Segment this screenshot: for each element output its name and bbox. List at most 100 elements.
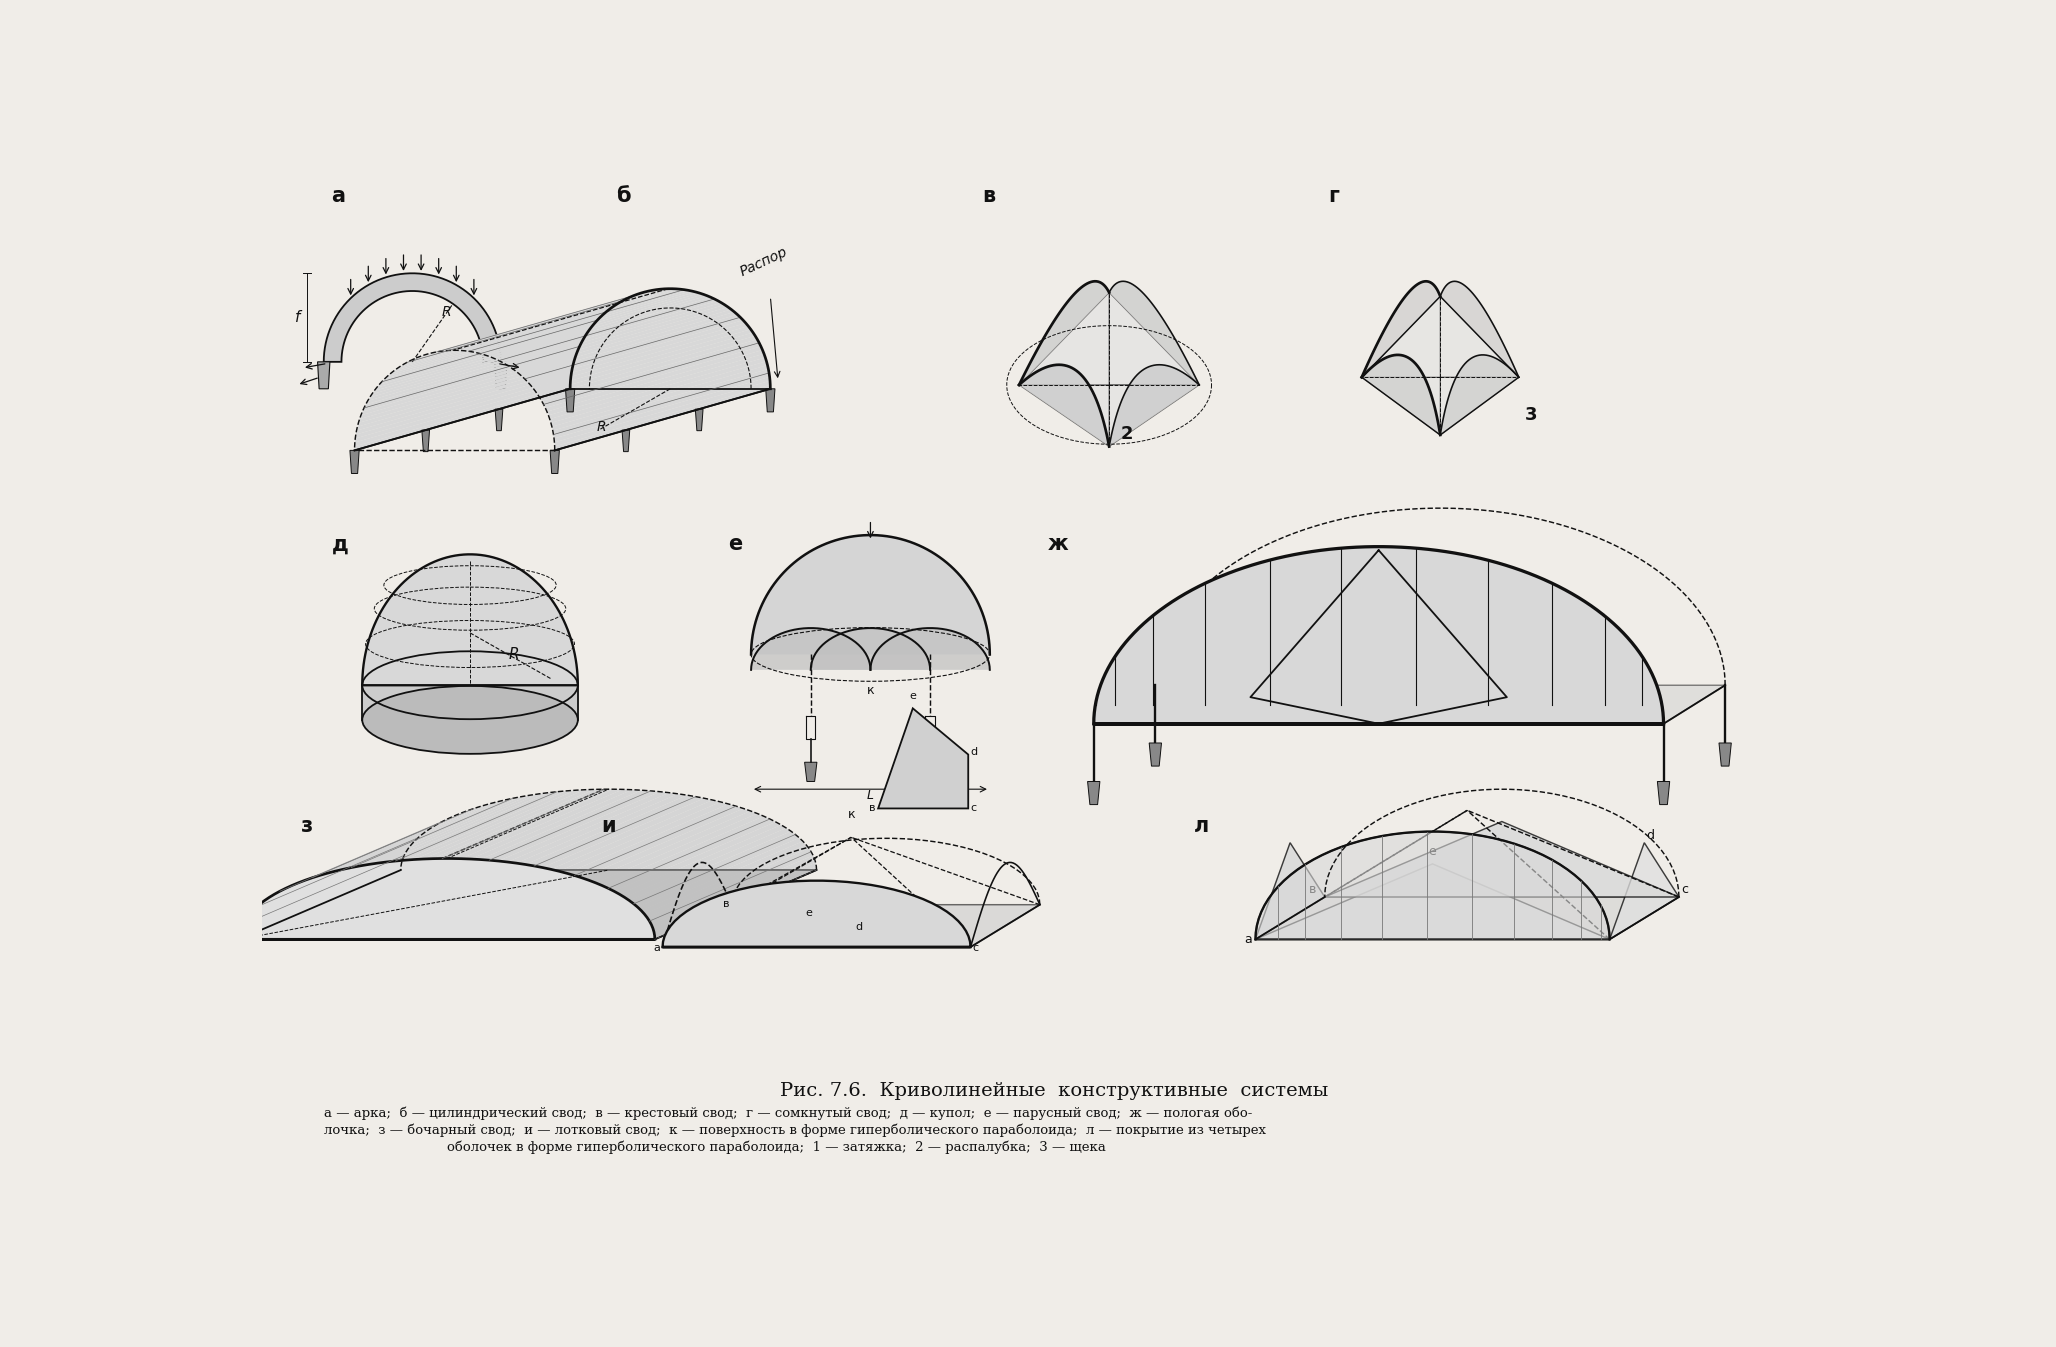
Polygon shape <box>551 800 722 872</box>
Polygon shape <box>366 339 584 404</box>
Polygon shape <box>522 315 740 379</box>
Polygon shape <box>403 300 623 365</box>
Polygon shape <box>335 800 504 872</box>
Polygon shape <box>644 845 808 917</box>
Polygon shape <box>426 292 646 354</box>
Polygon shape <box>553 373 769 439</box>
Polygon shape <box>440 290 660 352</box>
Polygon shape <box>253 838 417 911</box>
Polygon shape <box>662 905 1040 947</box>
Polygon shape <box>327 801 498 873</box>
Polygon shape <box>265 828 432 901</box>
Polygon shape <box>1256 843 1324 939</box>
Text: лочка;  з — бочарный свод;  и — лотковый свод;  к — поверхность в форме гипербол: лочка; з — бочарный свод; и — лотковый с… <box>323 1123 1266 1137</box>
Text: R: R <box>508 647 520 663</box>
Text: е: е <box>728 535 742 555</box>
Polygon shape <box>539 335 757 401</box>
Polygon shape <box>384 315 602 379</box>
Polygon shape <box>249 842 415 915</box>
Polygon shape <box>304 808 473 880</box>
Polygon shape <box>555 385 771 450</box>
Polygon shape <box>280 819 448 892</box>
Polygon shape <box>582 808 750 880</box>
Polygon shape <box>1108 282 1199 385</box>
Text: в: в <box>722 898 730 909</box>
Polygon shape <box>354 385 570 450</box>
Polygon shape <box>358 361 574 427</box>
Polygon shape <box>1324 822 1680 897</box>
Polygon shape <box>356 365 574 431</box>
Text: L: L <box>868 789 874 803</box>
Polygon shape <box>243 851 407 924</box>
Polygon shape <box>378 321 598 385</box>
Polygon shape <box>238 870 816 939</box>
Polygon shape <box>407 299 625 362</box>
Polygon shape <box>1719 744 1731 766</box>
Polygon shape <box>413 296 633 358</box>
Polygon shape <box>662 881 970 947</box>
Text: e: e <box>909 691 915 700</box>
Text: f: f <box>294 310 300 325</box>
Polygon shape <box>641 842 806 915</box>
Polygon shape <box>483 294 703 356</box>
Polygon shape <box>261 831 426 904</box>
Polygon shape <box>1361 296 1441 377</box>
Polygon shape <box>654 866 816 939</box>
Polygon shape <box>500 299 718 362</box>
Polygon shape <box>551 365 769 431</box>
Polygon shape <box>870 628 989 669</box>
Text: a: a <box>654 943 660 952</box>
Polygon shape <box>516 310 734 373</box>
Polygon shape <box>238 862 401 936</box>
Ellipse shape <box>362 686 578 754</box>
Polygon shape <box>543 799 713 869</box>
Polygon shape <box>444 288 664 350</box>
Polygon shape <box>1094 547 1663 723</box>
Polygon shape <box>382 318 600 381</box>
Polygon shape <box>528 321 746 385</box>
Polygon shape <box>1256 897 1680 939</box>
Polygon shape <box>623 430 629 451</box>
Polygon shape <box>695 409 703 431</box>
Polygon shape <box>518 313 738 376</box>
Polygon shape <box>502 300 722 365</box>
Polygon shape <box>286 816 454 888</box>
Polygon shape <box>555 381 771 446</box>
Polygon shape <box>245 849 409 921</box>
Text: в: в <box>1310 884 1316 896</box>
Polygon shape <box>461 789 633 859</box>
Polygon shape <box>448 288 668 350</box>
Polygon shape <box>652 855 814 928</box>
Polygon shape <box>397 304 615 369</box>
Polygon shape <box>1657 781 1669 804</box>
Polygon shape <box>1020 282 1108 385</box>
Text: л: л <box>1195 815 1209 835</box>
Polygon shape <box>298 811 467 882</box>
Polygon shape <box>810 628 929 669</box>
Polygon shape <box>553 369 769 435</box>
Polygon shape <box>343 799 514 869</box>
Polygon shape <box>473 291 693 353</box>
Polygon shape <box>495 362 508 389</box>
Text: d: d <box>970 746 979 757</box>
Polygon shape <box>368 335 586 401</box>
Text: а — арка;  б — цилиндрический свод;  в — крестовый свод;  г — сомкнутый свод;  д: а — арка; б — цилиндрический свод; в — к… <box>323 1106 1252 1119</box>
Polygon shape <box>535 796 705 867</box>
Text: оболочек в форме гиперболического параболоида;  1 — затяжка;  2 — распалубка;  3: оболочек в форме гиперболического парабо… <box>446 1141 1106 1154</box>
Polygon shape <box>489 791 660 861</box>
Polygon shape <box>452 789 623 858</box>
Polygon shape <box>411 298 629 361</box>
Polygon shape <box>1108 365 1199 447</box>
Text: Распор: Распор <box>738 244 790 279</box>
Text: б: б <box>617 186 631 206</box>
Polygon shape <box>498 792 670 862</box>
Polygon shape <box>1088 781 1100 804</box>
Polygon shape <box>565 389 576 412</box>
Polygon shape <box>1361 377 1441 435</box>
Text: и: и <box>600 815 615 835</box>
Polygon shape <box>491 296 711 358</box>
Text: c: c <box>970 803 977 812</box>
Polygon shape <box>238 866 401 939</box>
Polygon shape <box>247 845 411 917</box>
Polygon shape <box>352 796 522 867</box>
